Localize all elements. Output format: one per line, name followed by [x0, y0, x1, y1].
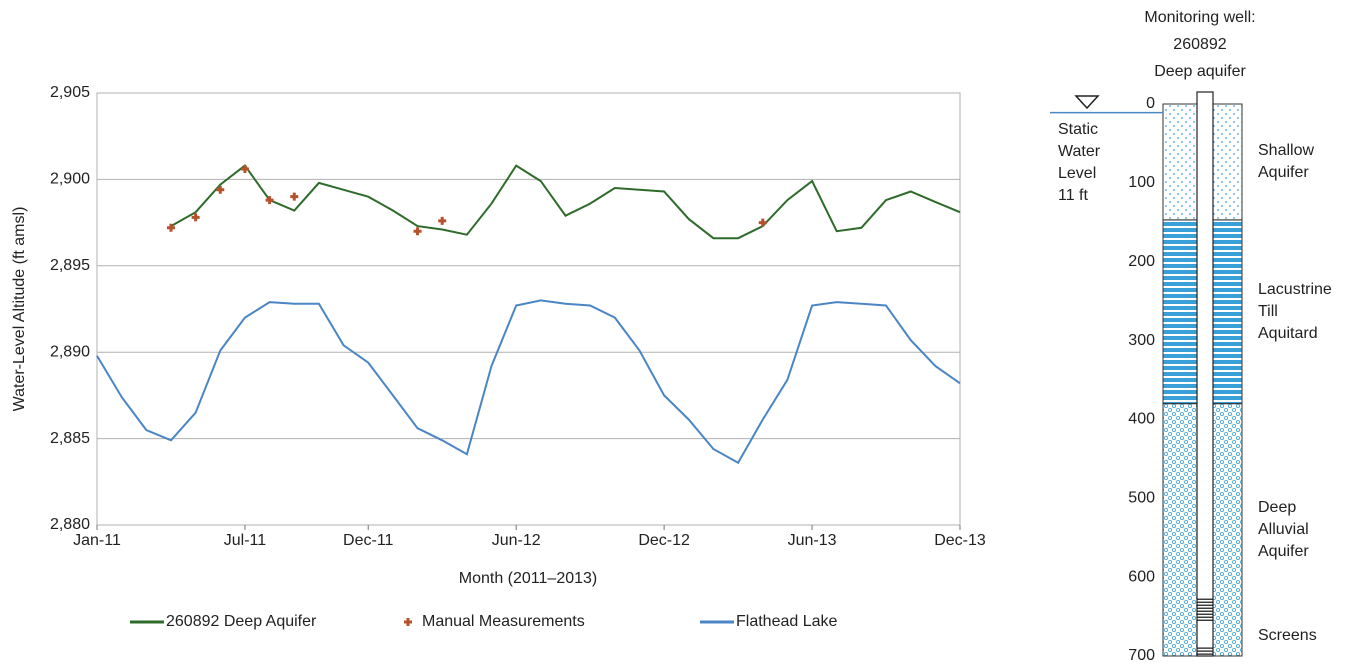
screens-label: Screens — [1258, 627, 1317, 644]
layer-label: Till — [1258, 303, 1278, 320]
plot-border — [96, 92, 961, 526]
well-title: Monitoring well: — [1144, 9, 1255, 26]
static-water-label: 11 ft — [1058, 187, 1089, 204]
series-line — [96, 299, 961, 465]
depth-tick-label: 600 — [1128, 568, 1155, 585]
x-tick-label: Jan-11 — [73, 532, 121, 549]
measurement-marker — [191, 213, 200, 222]
static-water-label: Water — [1058, 143, 1101, 160]
y-tick-label: 2,900 — [50, 171, 90, 188]
static-water-label: Static — [1058, 121, 1098, 138]
x-tick-label: Jul-11 — [224, 532, 266, 549]
y-tick-label: 2,905 — [50, 84, 90, 101]
legend-label: 260892 Deep Aquifer — [166, 613, 317, 630]
layer-label: Deep — [1258, 499, 1296, 516]
x-tick-label: Jun-12 — [492, 532, 541, 549]
x-tick-label: Dec-13 — [934, 532, 986, 549]
depth-tick-label: 200 — [1128, 253, 1155, 270]
layer-label: Aquifer — [1258, 164, 1309, 181]
layer-label: Lacustrine — [1258, 281, 1332, 298]
water-level-symbol — [1074, 95, 1100, 110]
y-axis-title: Water-Level Altitude (ft amsl) — [11, 207, 28, 412]
x-tick-label: Dec-11 — [343, 532, 393, 549]
measurement-marker — [216, 185, 225, 194]
measurement-marker — [290, 192, 299, 201]
y-tick-label: 2,890 — [50, 343, 90, 360]
measurement-marker — [240, 165, 249, 174]
layer-label: Shallow — [1258, 142, 1314, 159]
layer-label: Aquifer — [1258, 543, 1309, 560]
legend-label: Flathead Lake — [736, 613, 838, 630]
depth-tick-label: 400 — [1128, 411, 1155, 428]
y-tick-label: 2,885 — [50, 430, 90, 447]
measurement-marker — [438, 216, 447, 225]
layer-label: Alluvial — [1258, 521, 1309, 538]
measurement-marker — [413, 227, 422, 236]
depth-tick-label: 0 — [1146, 95, 1155, 112]
measurement-marker — [265, 196, 274, 205]
layer-label: Aquitard — [1258, 325, 1318, 342]
y-tick-label: 2,880 — [50, 516, 90, 533]
x-tick-label: Dec-12 — [638, 532, 690, 549]
x-axis-title: Month (2011–2013) — [459, 570, 597, 587]
series-line — [170, 164, 961, 240]
static-water-label: Level — [1058, 165, 1096, 182]
depth-tick-label: 100 — [1128, 174, 1155, 191]
measurement-marker — [758, 218, 767, 227]
depth-tick-label: 300 — [1128, 332, 1155, 349]
well-casing — [1196, 91, 1214, 657]
well-title: 260892 — [1173, 36, 1226, 53]
measurement-marker — [166, 223, 175, 232]
depth-tick-label: 700 — [1128, 647, 1155, 664]
x-tick-label: Jun-13 — [788, 532, 837, 549]
depth-tick-label: 500 — [1128, 490, 1155, 507]
legend-label: Manual Measurements — [422, 613, 585, 630]
y-tick-label: 2,895 — [50, 257, 90, 274]
legend-marker — [404, 618, 412, 626]
well-title: Deep aquifer — [1154, 63, 1246, 80]
